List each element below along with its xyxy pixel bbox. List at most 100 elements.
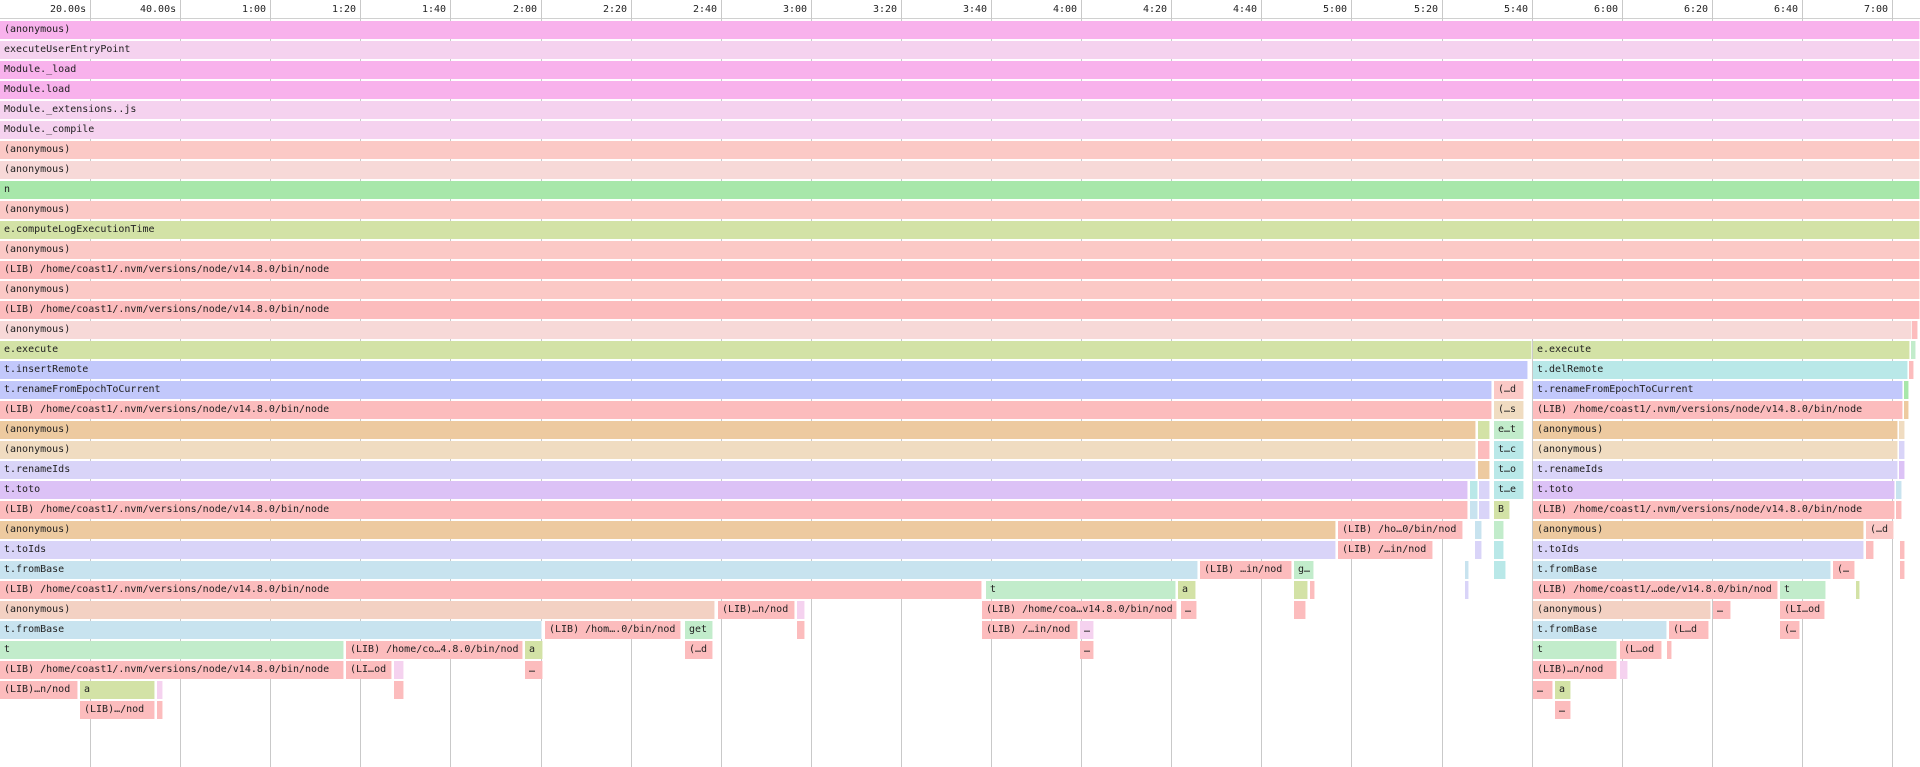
- flame-frame[interactable]: t.toIds: [1533, 541, 1864, 559]
- flame-frame[interactable]: (LIB) /home/coast1/.nvm/versions/node/v1…: [1533, 401, 1903, 419]
- flame-frame[interactable]: t.renameFromEpochToCurrent: [1533, 381, 1903, 399]
- flame-frame[interactable]: [1465, 561, 1469, 579]
- flame-frame[interactable]: [1478, 441, 1490, 459]
- flame-frame[interactable]: (L…d: [1669, 621, 1709, 639]
- flame-frame[interactable]: (anonymous): [0, 321, 1912, 339]
- flame-frame[interactable]: (LIB) /home/coast1/.nvm/versions/node/v1…: [0, 301, 1920, 319]
- flame-frame[interactable]: (anonymous): [0, 601, 715, 619]
- flame-frame[interactable]: Module._compile: [0, 121, 1920, 139]
- flame-frame[interactable]: (…: [1833, 561, 1855, 579]
- flame-frame[interactable]: (LIB) /home/coa…v14.8.0/bin/nod: [982, 601, 1177, 619]
- flame-frame[interactable]: Module.load: [0, 81, 1920, 99]
- flame-frame[interactable]: a: [80, 681, 155, 699]
- flame-frame[interactable]: t.fromBase: [1533, 621, 1667, 639]
- flame-frame[interactable]: (LIB) /hom….0/bin/nod: [545, 621, 681, 639]
- flame-frame[interactable]: B: [1494, 501, 1510, 519]
- flame-frame[interactable]: [157, 681, 163, 699]
- flame-frame[interactable]: (anonymous): [0, 161, 1920, 179]
- flame-frame[interactable]: get: [685, 621, 713, 639]
- flame-frame[interactable]: Module._extensions..js: [0, 101, 1920, 119]
- flame-frame[interactable]: (anonymous): [0, 281, 1920, 299]
- flame-frame[interactable]: [1896, 481, 1902, 499]
- flame-frame[interactable]: (LIB) /home/co…4.8.0/bin/nod: [346, 641, 523, 659]
- flame-frame[interactable]: (LIB)…n/nod: [1533, 661, 1617, 679]
- flame-frame[interactable]: [1475, 521, 1482, 539]
- flame-frame[interactable]: (anonymous): [0, 421, 1476, 439]
- flame-frame[interactable]: [1479, 501, 1490, 519]
- flame-frame[interactable]: (anonymous): [1533, 421, 1898, 439]
- flame-frame[interactable]: [1896, 501, 1902, 519]
- flame-frame[interactable]: t.insertRemote: [0, 361, 1528, 379]
- flame-frame[interactable]: n: [0, 181, 1920, 199]
- flame-frame[interactable]: Module._load: [0, 61, 1920, 79]
- flame-frame[interactable]: (LIB)…n/nod: [0, 681, 78, 699]
- flame-frame[interactable]: t.fromBase: [0, 621, 542, 639]
- flame-frame[interactable]: (anonymous): [1533, 441, 1898, 459]
- flame-frame[interactable]: [1909, 361, 1914, 379]
- flame-frame[interactable]: (LIB)…/nod: [80, 701, 155, 719]
- flame-frame[interactable]: [1478, 461, 1490, 479]
- flame-frame[interactable]: (LIB) /…in/nod: [982, 621, 1078, 639]
- flame-frame[interactable]: (LIB) /home/coast1/.nvm/versions/node/v1…: [0, 261, 1920, 279]
- flame-frame[interactable]: …: [1555, 701, 1571, 719]
- flame-frame[interactable]: [1310, 581, 1315, 599]
- flame-frame[interactable]: [1620, 661, 1628, 679]
- flame-frame[interactable]: [1899, 421, 1905, 439]
- flame-frame[interactable]: (…s: [1494, 401, 1524, 419]
- flame-frame[interactable]: (LIB) /home/coast1/…ode/v14.8.0/bin/nod: [1533, 581, 1778, 599]
- flame-frame[interactable]: t…o: [1494, 461, 1524, 479]
- flame-frame[interactable]: [1900, 541, 1905, 559]
- flame-frame[interactable]: (LIB) /home/coast1/.nvm/versions/node/v1…: [0, 501, 1468, 519]
- flame-frame[interactable]: (L…od: [1620, 641, 1662, 659]
- flame-frame[interactable]: [1479, 481, 1490, 499]
- flame-frame[interactable]: (LIB) /ho…0/bin/nod: [1338, 521, 1463, 539]
- flame-frame[interactable]: [1478, 421, 1490, 439]
- flame-frame[interactable]: (anonymous): [0, 241, 1920, 259]
- flame-frame[interactable]: …: [1533, 681, 1553, 699]
- flame-frame[interactable]: t.renameIds: [1533, 461, 1898, 479]
- flame-frame[interactable]: [1470, 481, 1478, 499]
- flame-frame[interactable]: [1494, 541, 1504, 559]
- flame-frame[interactable]: (LIB) /home/coast1/.nvm/versions/node/v1…: [1533, 501, 1895, 519]
- flame-frame[interactable]: (…d: [1494, 381, 1524, 399]
- flame-frame[interactable]: t.fromBase: [0, 561, 1198, 579]
- flame-frame[interactable]: t: [1780, 581, 1826, 599]
- flame-frame[interactable]: (anonymous): [0, 201, 1920, 219]
- flame-frame[interactable]: (LIB) /home/coast1/.nvm/versions/node/v1…: [0, 401, 1492, 419]
- flame-frame[interactable]: [1294, 601, 1306, 619]
- flame-frame[interactable]: e…t: [1494, 421, 1524, 439]
- flame-frame[interactable]: executeUserEntryPoint: [0, 41, 1920, 59]
- flame-frame[interactable]: [1911, 341, 1916, 359]
- flame-frame[interactable]: t.renameFromEpochToCurrent: [0, 381, 1492, 399]
- flame-frame[interactable]: (LIB) …in/nod: [1200, 561, 1292, 579]
- flame-frame[interactable]: e.execute: [1533, 341, 1910, 359]
- flame-frame[interactable]: …: [525, 661, 543, 679]
- flame-frame[interactable]: (anonymous): [0, 21, 1920, 39]
- flame-frame[interactable]: …: [1181, 601, 1197, 619]
- flame-frame[interactable]: a: [1555, 681, 1571, 699]
- flame-frame[interactable]: (LIB)…n/nod: [718, 601, 795, 619]
- flame-frame[interactable]: g…: [1294, 561, 1314, 579]
- flame-frame[interactable]: t.toto: [0, 481, 1468, 499]
- flame-frame[interactable]: [797, 601, 805, 619]
- flame-frame[interactable]: a: [1178, 581, 1196, 599]
- flame-frame[interactable]: t.toto: [1533, 481, 1895, 499]
- flame-frame[interactable]: (LIB) /home/coast1/.nvm/versions/node/v1…: [0, 581, 982, 599]
- flame-frame[interactable]: (LIB) /home/coast1/.nvm/versions/node/v1…: [0, 661, 344, 679]
- flame-frame[interactable]: e.execute: [0, 341, 1532, 359]
- flame-frame[interactable]: (…d: [685, 641, 713, 659]
- flame-frame[interactable]: t: [1533, 641, 1617, 659]
- flame-frame[interactable]: t.delRemote: [1533, 361, 1908, 379]
- flame-frame[interactable]: …: [1080, 621, 1094, 639]
- flame-frame[interactable]: (…: [1780, 621, 1800, 639]
- flame-frame[interactable]: [1904, 381, 1909, 399]
- flame-frame[interactable]: t: [0, 641, 344, 659]
- flame-frame[interactable]: (anonymous): [1533, 521, 1864, 539]
- flame-frame[interactable]: (…d: [1866, 521, 1894, 539]
- flame-frame[interactable]: [1494, 561, 1506, 579]
- flame-frame[interactable]: (anonymous): [0, 141, 1920, 159]
- flame-frame[interactable]: (anonymous): [1533, 601, 1711, 619]
- flame-frame[interactable]: t…c: [1494, 441, 1524, 459]
- flame-frame[interactable]: t.fromBase: [1533, 561, 1831, 579]
